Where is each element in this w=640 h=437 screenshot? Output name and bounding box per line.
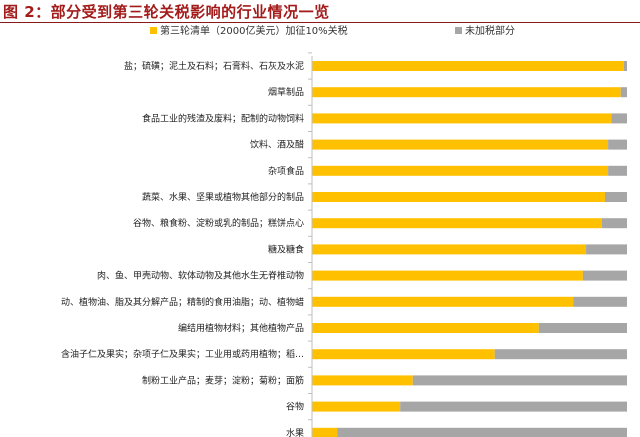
bar-tariff-segment	[312, 270, 583, 281]
bar-tariff-segment	[312, 218, 602, 229]
category-label: 肉、鱼、甲壳动物、软体动物及其他水生无脊椎动物	[97, 270, 304, 282]
bar-untaxed-segment	[611, 113, 627, 124]
bar-tariff-segment	[312, 192, 605, 202]
category-label: 糖及糖食	[268, 243, 304, 255]
bar-tariff-segment	[312, 349, 495, 360]
title-bar: 图 2：部分受到第三轮关税影响的行业情况一览	[0, 0, 640, 23]
bar-untaxed-segment	[620, 87, 627, 98]
legend-label: 第三轮清单（2000亿美元）加征10%关税	[160, 24, 348, 37]
bar-tariff-segment	[312, 401, 401, 412]
legend-swatch	[455, 27, 462, 34]
category-label: 食品工业的残渣及废料；配制的动物饲料	[142, 112, 304, 124]
bar-untaxed-segment	[494, 349, 627, 360]
category-label: 谷物	[286, 401, 304, 413]
category-label: 水果	[286, 427, 304, 437]
category-label: 含油子仁及果实；杂项子仁及果实；工业用或药用植物；稻…	[61, 348, 304, 360]
bar-tariff-segment	[312, 296, 574, 307]
bar-untaxed-segment	[608, 165, 627, 176]
bar-tariff-segment	[312, 61, 624, 71]
category-label: 盐；硫磺；泥土及石料；石膏料、石灰及水泥	[124, 60, 304, 72]
bar-tariff-segment	[312, 113, 612, 124]
bar-tariff-segment	[312, 323, 539, 333]
category-label: 饮料、酒及醋	[250, 139, 304, 151]
category-label: 杂项食品	[268, 165, 304, 177]
bar-untaxed-segment	[538, 323, 627, 333]
bar-untaxed-segment	[412, 375, 627, 386]
bar-untaxed-segment	[608, 139, 627, 150]
category-label: 蔬菜、水果、坚果或植物其他部分的制品	[142, 191, 304, 203]
category-label: 烟草制品	[268, 86, 304, 98]
bar-tariff-segment	[312, 87, 621, 98]
bar-untaxed-segment	[586, 244, 627, 255]
bar-untaxed-segment	[601, 218, 627, 229]
bar-tariff-segment	[312, 165, 609, 176]
category-label: 动、植物油、脂及其分解产品；精制的食用油脂；动、植物蜡	[61, 296, 304, 308]
bar-untaxed-segment	[573, 296, 627, 307]
bar-untaxed-segment	[337, 427, 627, 437]
bar-tariff-segment	[312, 375, 413, 386]
legend-label: 未加税部分	[465, 24, 515, 37]
legend-swatch	[150, 27, 157, 34]
bar-untaxed-segment	[400, 401, 627, 412]
bar-tariff-segment	[312, 244, 587, 255]
bar-tariff-segment	[312, 427, 338, 437]
category-label: 谷物、粮食粉、淀粉或乳的制品；糕饼点心	[133, 217, 304, 229]
category-label: 编结用植物材料；其他植物产品	[178, 322, 304, 334]
bar-tariff-segment	[312, 139, 609, 150]
bar-untaxed-segment	[623, 61, 627, 71]
category-label: 制粉工业产品；麦芽；淀粉；菊粉；面筋	[142, 374, 304, 386]
bar-untaxed-segment	[582, 270, 627, 281]
bar-untaxed-segment	[604, 192, 627, 202]
figure-title: 图 2：部分受到第三轮关税影响的行业情况一览	[3, 3, 330, 21]
